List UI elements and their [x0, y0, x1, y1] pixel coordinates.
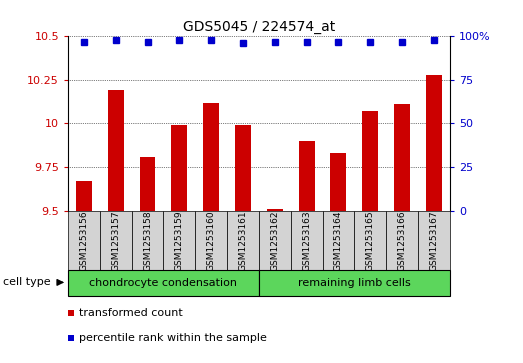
FancyBboxPatch shape	[195, 211, 227, 270]
Text: GSM1253164: GSM1253164	[334, 210, 343, 271]
Text: GSM1253167: GSM1253167	[429, 210, 438, 271]
FancyBboxPatch shape	[259, 211, 291, 270]
FancyBboxPatch shape	[132, 211, 163, 270]
Text: cell type: cell type	[3, 277, 50, 287]
Text: remaining limb cells: remaining limb cells	[298, 278, 411, 288]
Bar	[235, 125, 251, 211]
Text: GSM1253158: GSM1253158	[143, 210, 152, 271]
Text: GSM1253160: GSM1253160	[207, 210, 215, 271]
FancyBboxPatch shape	[355, 211, 386, 270]
FancyBboxPatch shape	[259, 270, 450, 296]
FancyBboxPatch shape	[386, 211, 418, 270]
Bar	[68, 335, 74, 341]
Bar	[426, 75, 442, 211]
Text: GSM1253163: GSM1253163	[302, 210, 311, 271]
Text: GSM1253166: GSM1253166	[397, 210, 406, 271]
Bar	[394, 104, 410, 211]
FancyBboxPatch shape	[418, 211, 450, 270]
Text: percentile rank within the sample: percentile rank within the sample	[79, 333, 267, 343]
FancyBboxPatch shape	[291, 211, 323, 270]
FancyBboxPatch shape	[100, 211, 132, 270]
Text: GSM1253157: GSM1253157	[111, 210, 120, 271]
Bar	[172, 125, 187, 211]
Text: chondrocyte condensation: chondrocyte condensation	[89, 278, 237, 288]
Text: GSM1253162: GSM1253162	[270, 210, 279, 271]
Bar	[108, 90, 123, 211]
Text: GSM1253161: GSM1253161	[238, 210, 247, 271]
Title: GDS5045 / 224574_at: GDS5045 / 224574_at	[183, 20, 335, 34]
Bar	[362, 111, 378, 211]
Text: GSM1253165: GSM1253165	[366, 210, 375, 271]
Text: GSM1253156: GSM1253156	[79, 210, 88, 271]
Bar	[140, 156, 155, 211]
FancyBboxPatch shape	[227, 211, 259, 270]
Bar	[76, 181, 92, 211]
FancyBboxPatch shape	[163, 211, 195, 270]
Text: GSM1253159: GSM1253159	[175, 210, 184, 271]
FancyBboxPatch shape	[68, 270, 259, 296]
Bar	[203, 102, 219, 211]
Text: transformed count: transformed count	[79, 308, 183, 318]
FancyBboxPatch shape	[68, 211, 100, 270]
FancyBboxPatch shape	[323, 211, 355, 270]
Bar	[267, 209, 283, 211]
Bar	[68, 310, 74, 316]
Bar	[299, 141, 314, 211]
Bar	[331, 153, 346, 211]
